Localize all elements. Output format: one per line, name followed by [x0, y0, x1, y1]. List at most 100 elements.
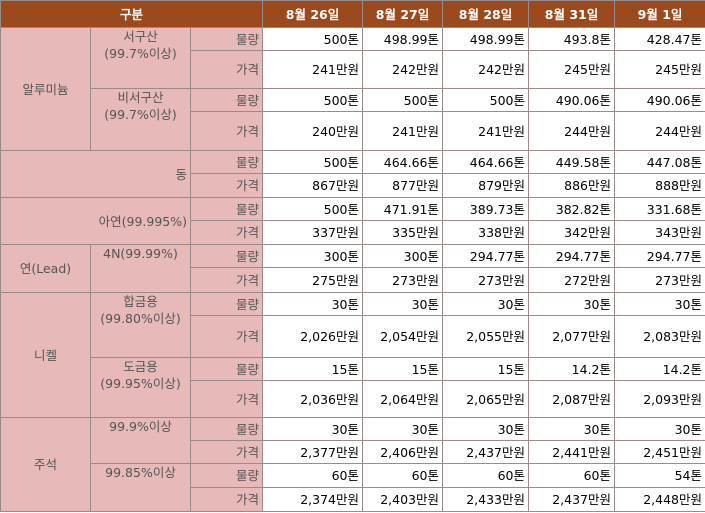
value-cell: 300톤 — [362, 244, 444, 268]
table-row: 가격 867만원 877만원 879만원 886만원 888만원 — [1, 173, 705, 198]
item-label: 물량 — [189, 150, 264, 174]
sub-spec: (99.7%이상) — [104, 46, 177, 61]
value-cell: 15톤 — [442, 357, 530, 381]
value-cell: 2,377만원 — [262, 440, 364, 464]
value-cell: 490.06톤 — [614, 88, 705, 112]
value-cell: 2,026만원 — [262, 315, 364, 358]
value-cell: 2,077만원 — [528, 315, 616, 358]
value-cell: 498.99톤 — [362, 27, 444, 51]
value-cell: 867만원 — [262, 173, 364, 198]
table-row: 가격 241만원 242만원 242만원 245만원 245만원 — [1, 50, 705, 89]
item-label: 가격 — [189, 380, 264, 418]
item-label: 물량 — [189, 244, 264, 268]
value-cell: 14.2톤 — [614, 357, 705, 381]
value-cell: 241만원 — [362, 111, 444, 151]
sub-name: 비서구산 — [117, 90, 164, 105]
value-cell: 2,433만원 — [442, 487, 530, 512]
value-cell: 2,437만원 — [442, 440, 530, 464]
sub-name: 합금용 — [123, 294, 158, 309]
table-row: 주석 99.9%이상 물량 30톤 30톤 30톤 30톤 30톤 — [0, 417, 705, 512]
item-label: 가격 — [189, 440, 264, 464]
date-header: 8월 26일 — [262, 0, 364, 28]
group-label: 니켈 — [0, 292, 91, 418]
value-cell: 244만원 — [614, 111, 705, 151]
value-cell: 464.66톤 — [442, 150, 530, 174]
table-row: 가격 2,036만원 2,064만원 2,065만원 2,087만원 2,093만원 — [1, 380, 705, 418]
value-cell: 335만원 — [362, 220, 444, 245]
table-row: 비서구산 (99.7%이상) 물량 500톤 500톤 500톤 490.06톤 490.06… — [1, 88, 705, 151]
value-cell: 300톤 — [262, 244, 364, 268]
item-label: 가격 — [189, 220, 264, 245]
value-cell: 500톤 — [262, 27, 364, 51]
sub-label: 99.85%이상 — [90, 463, 191, 512]
sub-label: 4N(99.99%) — [90, 244, 191, 293]
item-label: 물량 — [189, 197, 264, 221]
value-cell: 343만원 — [614, 220, 705, 245]
value-cell: 244만원 — [528, 111, 616, 151]
value-cell: 886만원 — [528, 173, 616, 198]
sub-spec: (99.7%이상) — [104, 107, 177, 122]
date-header: 8월 27일 — [362, 0, 444, 28]
table-body: 알루미늄 서구산 (99.7%이상) 물량 500톤 498.99톤 498.99톤 493.… — [0, 27, 705, 512]
value-cell: 245만원 — [528, 50, 616, 89]
value-cell: 500톤 — [362, 88, 444, 112]
item-label: 가격 — [189, 487, 264, 512]
value-cell: 30톤 — [442, 417, 530, 441]
value-cell: 60톤 — [362, 463, 444, 488]
date-header: 8월 31일 — [528, 0, 616, 28]
value-cell: 241만원 — [262, 50, 364, 89]
date-header: 8월 28일 — [442, 0, 530, 28]
value-cell: 490.06톤 — [528, 88, 616, 112]
value-cell: 240만원 — [262, 111, 364, 151]
value-cell: 60톤 — [528, 463, 616, 488]
value-cell: 2,055만원 — [442, 315, 530, 358]
item-label: 물량 — [189, 27, 264, 51]
item-label: 가격 — [189, 315, 264, 358]
value-cell: 2,448만원 — [614, 487, 705, 512]
value-cell: 493.8톤 — [528, 27, 616, 51]
value-cell: 2,036만원 — [262, 380, 364, 418]
value-cell: 15톤 — [262, 357, 364, 381]
value-cell: 342만원 — [528, 220, 616, 245]
value-cell: 879만원 — [442, 173, 530, 198]
value-cell: 30톤 — [362, 417, 444, 441]
item-label: 가격 — [189, 267, 264, 293]
value-cell: 2,403만원 — [362, 487, 444, 512]
table-row: 연(Lead) 4N(99.99%) 물량 300톤 300톤 294.77톤 294.77… — [0, 244, 705, 293]
item-label: 가격 — [189, 111, 264, 151]
value-cell: 2,065만원 — [442, 380, 530, 418]
group-label: 아연(99.995%) — [0, 197, 191, 245]
sub-label: 99.9%이상 — [90, 417, 191, 464]
value-cell: 242만원 — [442, 50, 530, 89]
value-cell: 2,441만원 — [528, 440, 616, 464]
value-cell: 2,451만원 — [614, 440, 705, 464]
sub-name: 4N(99.99%) — [103, 246, 178, 261]
value-cell: 2,437만원 — [528, 487, 616, 512]
table-row: 가격 240만원 241만원 241만원 244만원 244만원 — [1, 111, 705, 151]
value-cell: 500톤 — [262, 88, 364, 112]
value-cell: 275만원 — [262, 267, 364, 293]
sub-label: 합금용 (99.80%이상) — [90, 292, 191, 358]
sub-spec: (99.80%이상) — [100, 311, 181, 326]
value-cell: 30톤 — [442, 292, 530, 316]
value-cell: 337만원 — [262, 220, 364, 245]
value-cell: 449.58톤 — [528, 150, 616, 174]
table-row: 가격 337만원 335만원 338만원 342만원 343만원 — [1, 220, 705, 245]
group-label: 알루미늄 — [0, 27, 91, 151]
value-cell: 30톤 — [528, 292, 616, 316]
value-cell: 331.68톤 — [614, 197, 705, 221]
value-cell: 60톤 — [262, 463, 364, 488]
value-cell: 30톤 — [262, 292, 364, 316]
item-label: 물량 — [189, 357, 264, 381]
value-cell: 14.2톤 — [528, 357, 616, 381]
table-row: 니켈 합금용 (99.80%이상) 물량 30톤 30톤 30톤 30톤 30톤 — [0, 292, 705, 418]
item-label: 물량 — [189, 463, 264, 488]
value-cell: 242만원 — [362, 50, 444, 89]
value-cell: 2,093만원 — [614, 380, 705, 418]
sub-name: 서구산 — [123, 29, 158, 44]
value-cell: 338만원 — [442, 220, 530, 245]
value-cell: 428.47톤 — [614, 27, 705, 51]
item-label: 물량 — [189, 88, 264, 112]
group-label: 연(Lead) — [0, 244, 91, 293]
